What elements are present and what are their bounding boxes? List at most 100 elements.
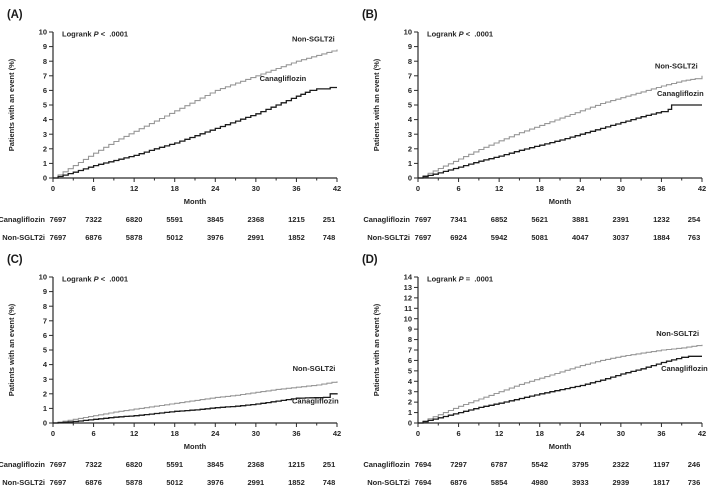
- y-axis-title: Patients with an event (%): [372, 303, 381, 396]
- x-tick-label: 18: [536, 184, 544, 193]
- y-tick-label: 1: [408, 408, 412, 417]
- x-tick-label: 36: [292, 184, 300, 193]
- risk-row-label: Non-SGLT2i: [367, 478, 410, 486]
- y-tick-label: 3: [408, 130, 412, 139]
- x-tick-label: 42: [333, 429, 341, 438]
- x-tick-label: 24: [211, 429, 220, 438]
- x-tick-label: 12: [130, 429, 138, 438]
- x-axis-title: Month: [549, 442, 572, 451]
- risk-value: 251: [323, 460, 336, 469]
- logrank-comparison: < .0001: [464, 30, 493, 39]
- x-axis-title: Month: [184, 197, 207, 206]
- risk-value: 2322: [613, 460, 630, 469]
- risk-value: 1215: [288, 460, 305, 469]
- x-axis-title: Month: [549, 197, 572, 206]
- logrank-p: P: [459, 275, 465, 284]
- risk-value: 2368: [248, 215, 265, 224]
- risk-value: 3845: [207, 460, 224, 469]
- x-tick-label: 24: [576, 429, 585, 438]
- panel-d-label: (D): [362, 254, 378, 266]
- y-tick-label: 1: [43, 159, 47, 168]
- y-tick-label: 2: [43, 144, 47, 153]
- risk-value: 1884: [653, 233, 671, 242]
- risk-value: 7322: [85, 460, 102, 469]
- x-tick-label: 0: [416, 429, 420, 438]
- y-tick-label: 9: [408, 325, 412, 334]
- x-tick-label: 0: [51, 184, 55, 193]
- risk-value: 5012: [166, 233, 183, 242]
- x-tick-label: 12: [495, 184, 503, 193]
- y-tick-label: 0: [408, 419, 412, 428]
- y-tick-label: 0: [43, 419, 47, 428]
- risk-value: 2991: [248, 478, 265, 486]
- risk-value: 7341: [450, 215, 467, 224]
- x-axis-title: Month: [184, 442, 207, 451]
- logrank-annotation: Logrank P < .0001: [62, 30, 128, 39]
- x-tick-label: 18: [536, 429, 544, 438]
- y-tick-label: 0: [43, 174, 47, 183]
- y-tick-label: 7: [43, 71, 47, 80]
- curve-label-non-sglt2i: Non-SGLT2i: [656, 329, 699, 338]
- x-tick-label: 12: [130, 184, 138, 193]
- risk-row-label: Non-SGLT2i: [2, 478, 45, 486]
- logrank-prefix: Logrank: [62, 275, 94, 284]
- risk-value: 254: [688, 215, 701, 224]
- x-tick-label: 6: [91, 429, 95, 438]
- risk-value: 7297: [450, 460, 467, 469]
- risk-value: 1852: [288, 233, 305, 242]
- risk-row-label: Canagliflozin: [0, 460, 45, 469]
- x-tick-label: 12: [495, 429, 503, 438]
- y-tick-label: 4: [43, 360, 48, 369]
- risk-value: 6852: [491, 215, 508, 224]
- y-tick-label: 5: [408, 366, 412, 375]
- risk-value: 3881: [572, 215, 589, 224]
- y-tick-label: 2: [408, 398, 412, 407]
- logrank-prefix: Logrank: [427, 275, 459, 284]
- risk-row-label: Canagliflozin: [363, 460, 410, 469]
- panel-d: (D) 0 1 2 3 4 5 6 7 8 9 10 11 12 13 14 0 6 12 18 24 30 36 42 Mo…: [355, 245, 709, 486]
- x-tick-label: 24: [211, 184, 220, 193]
- risk-value: 1215: [288, 215, 305, 224]
- curve-label-non-sglt2i: Non-SGLT2i: [292, 34, 335, 43]
- y-tick-label: 4: [408, 115, 413, 124]
- panel-c: (C) 0 1 2 3 4 5 6 7 8 9 10 0 6 12 18 24 30 36 42 Month Patie…: [0, 245, 355, 486]
- risk-value: 251: [323, 215, 336, 224]
- curve-label-non-sglt2i: Non-SGLT2i: [293, 364, 336, 373]
- risk-value: 3037: [613, 233, 630, 242]
- risk-value: 748: [323, 233, 336, 242]
- curve-label-non-sglt2i: Non-SGLT2i: [655, 62, 698, 71]
- x-tick-label: 36: [292, 429, 300, 438]
- curve-canagliflozin: [53, 393, 338, 424]
- logrank-prefix: Logrank: [427, 30, 459, 39]
- logrank-comparison: = .0001: [464, 275, 493, 284]
- risk-value: 5878: [126, 478, 143, 486]
- y-tick-label: 3: [408, 387, 412, 396]
- risk-value: 5591: [166, 460, 183, 469]
- y-tick-label: 0: [408, 174, 412, 183]
- y-tick-label: 4: [43, 115, 48, 124]
- risk-value: 7694: [415, 460, 433, 469]
- y-tick-label: 8: [408, 335, 412, 344]
- x-tick-label: 6: [456, 184, 460, 193]
- x-tick-label: 18: [171, 184, 179, 193]
- curve-label-canagliflozin: Canagliflozin: [657, 89, 704, 98]
- risk-value: 6876: [85, 478, 102, 486]
- logrank-annotation: Logrank P < .0001: [62, 275, 128, 284]
- y-tick-label: 10: [39, 28, 47, 37]
- panel-b-label: (B): [362, 9, 378, 21]
- risk-value: 5878: [126, 233, 143, 242]
- y-tick-label: 7: [43, 316, 47, 325]
- y-tick-label: 5: [43, 346, 47, 355]
- risk-value: 4047: [572, 233, 589, 242]
- y-tick-label: 9: [43, 287, 47, 296]
- y-tick-label: 5: [408, 101, 412, 110]
- risk-value: 763: [688, 233, 701, 242]
- risk-value: 7697: [50, 478, 67, 486]
